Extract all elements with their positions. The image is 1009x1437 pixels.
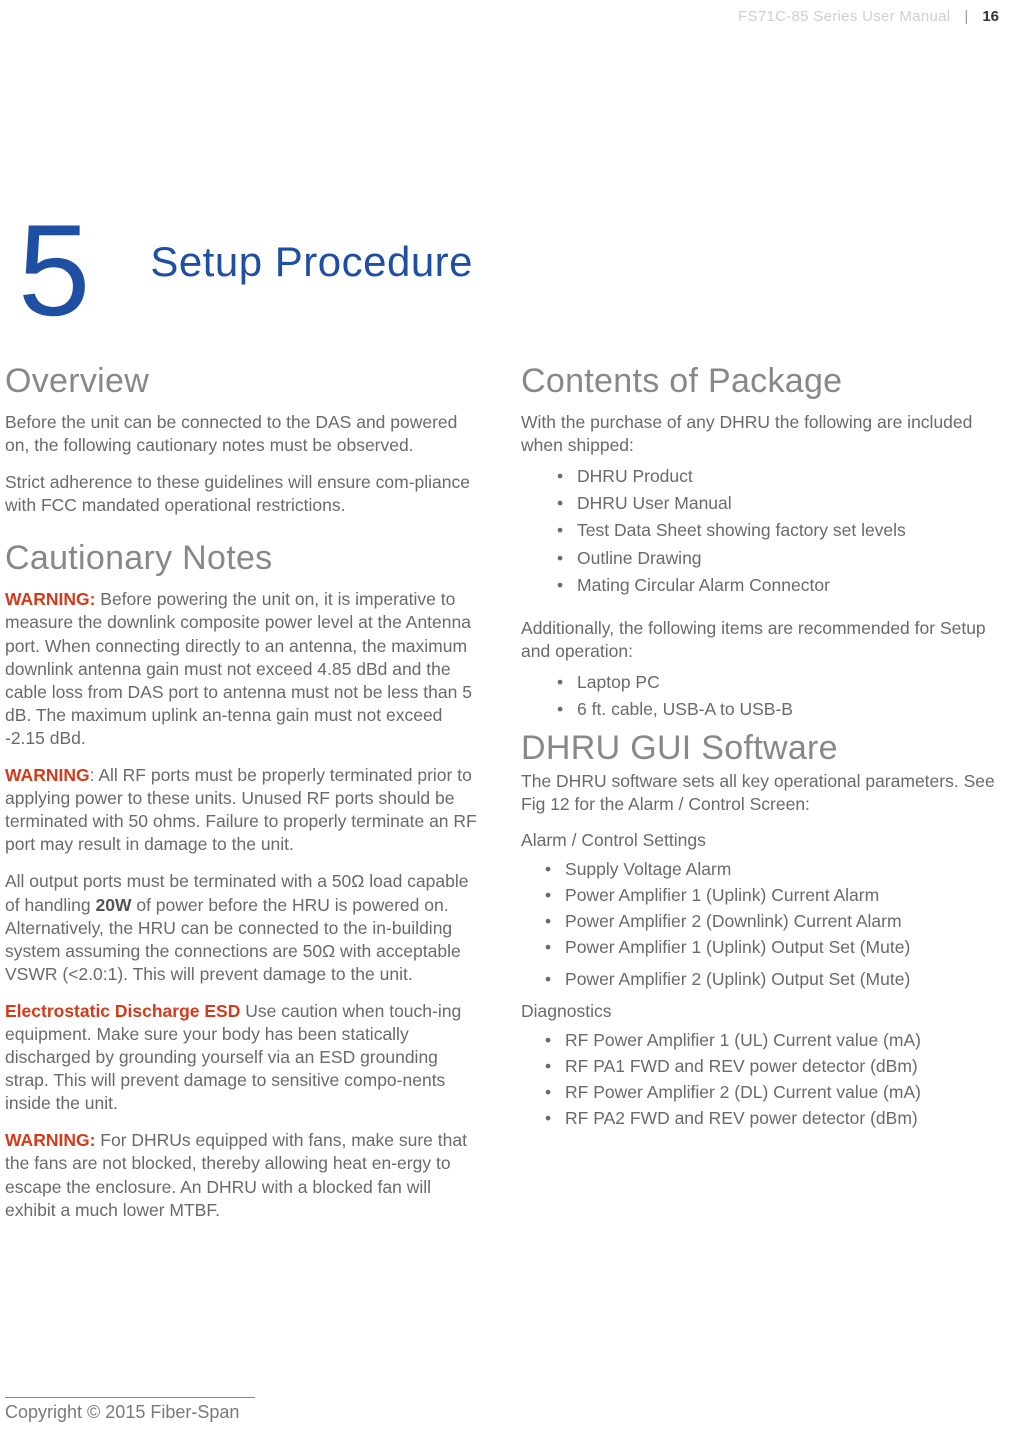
page-number: 16: [982, 8, 999, 25]
diag-subheading: Diagnostics: [521, 1001, 1009, 1022]
list-item: 6 ft. cable, USB-A to USB-B: [557, 696, 1009, 723]
list-item: Laptop PC: [557, 669, 1009, 696]
list-item: Power Amplifier 2 (Uplink) Output Set (M…: [545, 967, 1009, 993]
page-footer: Copyright © 2015 Fiber-Span: [5, 1397, 255, 1423]
page-header: FS71C-85 Series User Manual | 16: [738, 8, 999, 25]
contents-heading: Contents of Package: [521, 362, 1009, 401]
warning-label: WARNING:: [5, 589, 95, 609]
gui-heading: DHRU GUI Software: [521, 729, 1009, 768]
overview-para-2: Strict adherence to these guidelines wil…: [5, 471, 481, 517]
manual-title: FS71C-85 Series User Manual: [738, 8, 950, 25]
chapter-number: 5: [18, 205, 90, 335]
list-item: RF PA2 FWD and REV power detector (dBm): [545, 1106, 1009, 1132]
list-item: Test Data Sheet showing factory set leve…: [557, 517, 1009, 544]
cautionary-heading: Cautionary Notes: [5, 539, 481, 578]
package-list: DHRU Product DHRU User Manual Test Data …: [557, 463, 1009, 599]
warning-3: WARNING: For DHRUs equipped with fans, m…: [5, 1129, 481, 1221]
warning-2: WARNING: All RF ports must be properly t…: [5, 764, 481, 856]
esd-label: Electrostatic Discharge ESD: [5, 1001, 240, 1021]
contents-intro: With the purchase of any DHRU the follow…: [521, 411, 1009, 457]
list-item: DHRU Product: [557, 463, 1009, 490]
warning-label: WARNING: [5, 765, 90, 785]
warning-1-text: Before powering the unit on, it is imper…: [5, 589, 472, 748]
list-item: Outline Drawing: [557, 545, 1009, 572]
list-item: Power Amplifier 1 (Uplink) Current Alarm: [545, 883, 1009, 909]
diag-list: RF Power Amplifier 1 (UL) Current value …: [545, 1028, 1009, 1132]
warning-1: WARNING: Before powering the unit on, it…: [5, 588, 481, 750]
overview-para-1: Before the unit can be connected to the …: [5, 411, 481, 457]
esd-para: Electrostatic Discharge ESD Use caution …: [5, 1000, 481, 1115]
chapter-heading: 5 Setup Procedure: [18, 205, 473, 335]
left-column: Overview Before the unit can be connecte…: [5, 362, 481, 1236]
overview-heading: Overview: [5, 362, 481, 401]
list-item: RF Power Amplifier 2 (DL) Current value …: [545, 1080, 1009, 1106]
footer-rule: [5, 1397, 255, 1398]
gui-intro: The DHRU software sets all key operation…: [521, 770, 1009, 816]
two-column-layout: Overview Before the unit can be connecte…: [5, 362, 1009, 1236]
right-column: Contents of Package With the purchase of…: [521, 362, 1009, 1236]
list-item: Power Amplifier 1 (Uplink) Output Set (M…: [545, 935, 1009, 961]
page-divider: |: [964, 8, 968, 25]
additional-intro: Additionally, the following items are re…: [521, 617, 1009, 663]
list-item: RF PA1 FWD and REV power detector (dBm): [545, 1054, 1009, 1080]
copyright-text: Copyright © 2015 Fiber-Span: [5, 1402, 239, 1422]
additional-list: Laptop PC 6 ft. cable, USB-A to USB-B: [557, 669, 1009, 723]
chapter-title: Setup Procedure: [150, 238, 473, 286]
termination-bold: 20W: [96, 895, 132, 915]
alarm-subheading: Alarm / Control Settings: [521, 830, 1009, 851]
warning-label: WARNING:: [5, 1130, 95, 1150]
list-item: DHRU User Manual: [557, 490, 1009, 517]
list-item: Mating Circular Alarm Connector: [557, 572, 1009, 599]
list-item: Power Amplifier 2 (Downlink) Current Ala…: [545, 909, 1009, 935]
list-item: RF Power Amplifier 1 (UL) Current value …: [545, 1028, 1009, 1054]
alarm-list: Supply Voltage Alarm Power Amplifier 1 (…: [545, 857, 1009, 992]
termination-para: All output ports must be terminated with…: [5, 870, 481, 985]
list-item: Supply Voltage Alarm: [545, 857, 1009, 883]
